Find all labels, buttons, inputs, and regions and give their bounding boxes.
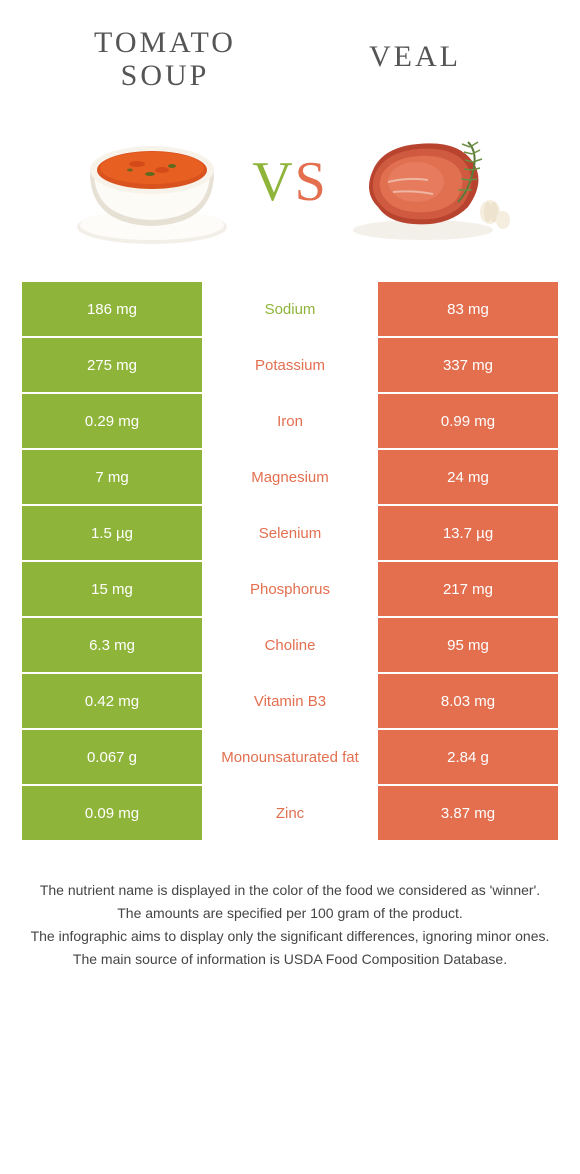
footnote-line: The amounts are specified per 100 gram o… [30, 903, 550, 924]
footnote-line: The infographic aims to display only the… [30, 926, 550, 947]
table-row: 1.5 µgSelenium13.7 µg [22, 504, 558, 560]
left-value: 0.42 mg [22, 674, 202, 728]
vs-label: VS [252, 150, 328, 214]
nutrient-label: Phosphorus [202, 562, 378, 616]
right-value: 83 mg [378, 282, 558, 336]
right-value: 13.7 µg [378, 506, 558, 560]
right-value: 8.03 mg [378, 674, 558, 728]
title-right: VEAL [290, 26, 540, 73]
right-value: 95 mg [378, 618, 558, 672]
food-image-left [62, 112, 242, 252]
table-row: 0.067 gMonounsaturated fat2.84 g [22, 728, 558, 784]
right-value: 217 mg [378, 562, 558, 616]
nutrient-label: Monounsaturated fat [202, 730, 378, 784]
nutrient-label: Magnesium [202, 450, 378, 504]
comparison-table: 186 mgSodium83 mg275 mgPotassium337 mg0.… [22, 282, 558, 840]
left-value: 1.5 µg [22, 506, 202, 560]
table-row: 0.29 mgIron0.99 mg [22, 392, 558, 448]
left-value: 15 mg [22, 562, 202, 616]
left-value: 7 mg [22, 450, 202, 504]
table-row: 7 mgMagnesium24 mg [22, 448, 558, 504]
right-value: 2.84 g [378, 730, 558, 784]
title-left: TOMATO SOUP [40, 26, 290, 92]
table-row: 0.09 mgZinc3.87 mg [22, 784, 558, 840]
footnotes: The nutrient name is displayed in the co… [30, 880, 550, 970]
footnote-line: The nutrient name is displayed in the co… [30, 880, 550, 901]
footnote-line: The main source of information is USDA F… [30, 949, 550, 970]
food-image-right [338, 112, 518, 252]
nutrient-label: Zinc [202, 786, 378, 840]
left-value: 275 mg [22, 338, 202, 392]
table-row: 15 mgPhosphorus217 mg [22, 560, 558, 616]
nutrient-label: Selenium [202, 506, 378, 560]
right-value: 0.99 mg [378, 394, 558, 448]
left-value: 0.067 g [22, 730, 202, 784]
images-row: VS [0, 102, 580, 272]
left-value: 186 mg [22, 282, 202, 336]
right-value: 337 mg [378, 338, 558, 392]
nutrient-label: Potassium [202, 338, 378, 392]
nutrient-label: Iron [202, 394, 378, 448]
header-titles: TOMATO SOUP VEAL [0, 0, 580, 102]
nutrient-label: Sodium [202, 282, 378, 336]
table-row: 6.3 mgCholine95 mg [22, 616, 558, 672]
left-value: 0.09 mg [22, 786, 202, 840]
table-row: 275 mgPotassium337 mg [22, 336, 558, 392]
nutrient-label: Vitamin B3 [202, 674, 378, 728]
table-row: 0.42 mgVitamin B38.03 mg [22, 672, 558, 728]
nutrient-label: Choline [202, 618, 378, 672]
right-value: 3.87 mg [378, 786, 558, 840]
table-row: 186 mgSodium83 mg [22, 282, 558, 336]
left-value: 0.29 mg [22, 394, 202, 448]
left-value: 6.3 mg [22, 618, 202, 672]
right-value: 24 mg [378, 450, 558, 504]
